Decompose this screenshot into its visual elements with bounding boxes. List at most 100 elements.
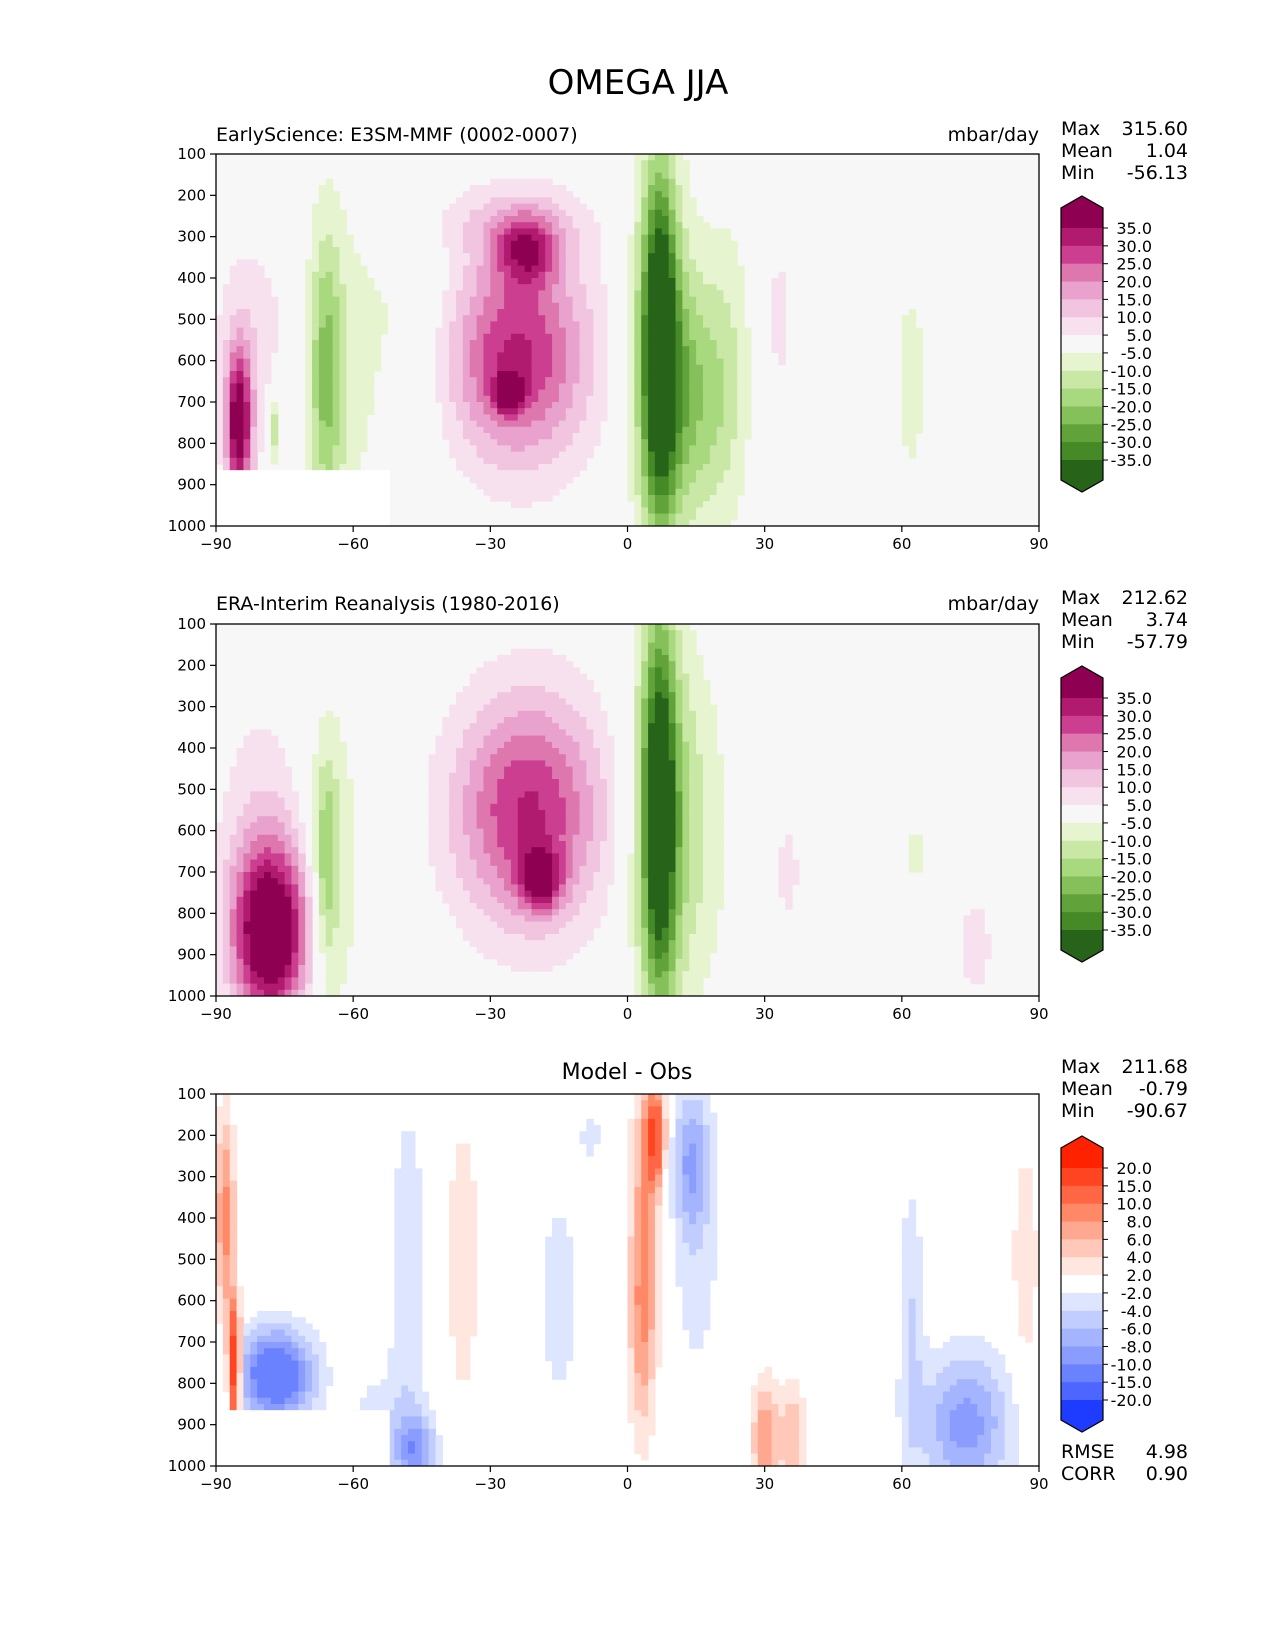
contour-cell (675, 240, 683, 248)
contour-cell (243, 333, 251, 341)
contour-cell (545, 482, 553, 490)
contour-cell (689, 803, 697, 811)
contour-cell (586, 302, 594, 310)
contour-cell (250, 309, 258, 316)
contour-cell (353, 439, 361, 446)
contour-cell (456, 445, 464, 453)
contour-cell (264, 803, 272, 811)
contour-cell (737, 395, 745, 403)
contour-cell (250, 395, 258, 403)
contour-cell (689, 216, 697, 223)
contour-cell (483, 457, 491, 465)
contour-cell (723, 333, 731, 341)
contour-cell (428, 779, 437, 786)
contour-cell (593, 890, 601, 898)
contour-cell (730, 445, 738, 453)
contour-cell (572, 470, 581, 477)
contour-cell (504, 402, 512, 409)
contour-cell (641, 624, 649, 631)
contour-cell (456, 420, 464, 428)
contour-cell (661, 513, 670, 521)
contour-cell (442, 810, 450, 817)
contour-cell (510, 766, 519, 774)
colorbar-outline (1060, 195, 1104, 493)
contour-cell (648, 661, 656, 668)
contour-cell (469, 327, 478, 335)
contour-cell (462, 748, 471, 755)
contour-cell (216, 414, 224, 422)
contour-cell (572, 290, 581, 298)
contour-cell (435, 865, 443, 873)
contour-cell (524, 309, 533, 316)
contour-cell (572, 779, 581, 786)
contour-cell (257, 278, 265, 285)
contour-cell (442, 803, 450, 811)
contour-cell (236, 383, 245, 391)
contour-cell (339, 878, 347, 885)
contour-cell (524, 209, 533, 217)
contour-cell (462, 371, 471, 378)
contour-cell (538, 859, 546, 867)
contour-cell (469, 464, 478, 471)
contour-cell (689, 692, 697, 699)
contour-cell (510, 222, 519, 229)
contour-cell (524, 259, 533, 267)
contour-cell (353, 445, 361, 453)
contour-cell (222, 816, 231, 823)
contour-cell (586, 686, 594, 693)
contour-cell (483, 327, 491, 335)
contour-cell (565, 797, 574, 805)
contour-cell (716, 290, 725, 298)
contour-cell (339, 315, 347, 322)
contour-cell (668, 810, 677, 817)
contour-cell (497, 216, 505, 223)
contour-cell (257, 741, 265, 749)
contour-cell (661, 816, 670, 823)
contour-cell (483, 692, 491, 699)
contour-cell (593, 865, 601, 873)
contour-cell (469, 265, 478, 273)
contour-cell (641, 729, 649, 737)
contour-cell (723, 501, 731, 508)
contour-cell (449, 451, 457, 459)
contour-cell (490, 333, 498, 341)
contour-cell (716, 816, 725, 823)
contour-cell (702, 884, 711, 892)
contour-cell (552, 296, 560, 304)
contour-cell (778, 302, 786, 310)
contour-cell (250, 890, 258, 898)
contour-cell (353, 253, 361, 260)
contour-cell (504, 655, 512, 662)
contour-cell (606, 803, 615, 811)
contour-cell (483, 872, 491, 879)
y-tick-label: 900 (177, 476, 206, 494)
contour-cell (257, 872, 265, 879)
x-tick-label: 60 (892, 535, 911, 553)
contour-cell (449, 816, 457, 823)
contour-cell (504, 476, 512, 484)
contour-cell (654, 464, 663, 471)
contour-cell (593, 828, 601, 836)
contour-cell (531, 321, 539, 329)
contour-cell (229, 389, 238, 397)
contour-cell (593, 364, 601, 372)
contour-cell (325, 333, 334, 341)
contour-cell (709, 414, 718, 422)
contour-cell (236, 377, 245, 384)
contour-cell (483, 686, 491, 693)
contour-cell (723, 278, 731, 285)
colorbar-tick-label: 20.0 (1116, 273, 1152, 292)
contour-cell (332, 772, 341, 780)
contour-cell (579, 364, 587, 372)
contour-cell (689, 723, 697, 730)
contour-cell (264, 754, 272, 761)
contour-cell (737, 309, 745, 316)
contour-cell (600, 878, 608, 885)
contour-cell (675, 476, 683, 484)
contour-cell (552, 655, 560, 662)
contour-cell (908, 315, 917, 322)
contour-cell (476, 358, 485, 366)
contour-cell (661, 333, 670, 341)
contour-cell (318, 302, 327, 310)
contour-cell (682, 890, 690, 898)
